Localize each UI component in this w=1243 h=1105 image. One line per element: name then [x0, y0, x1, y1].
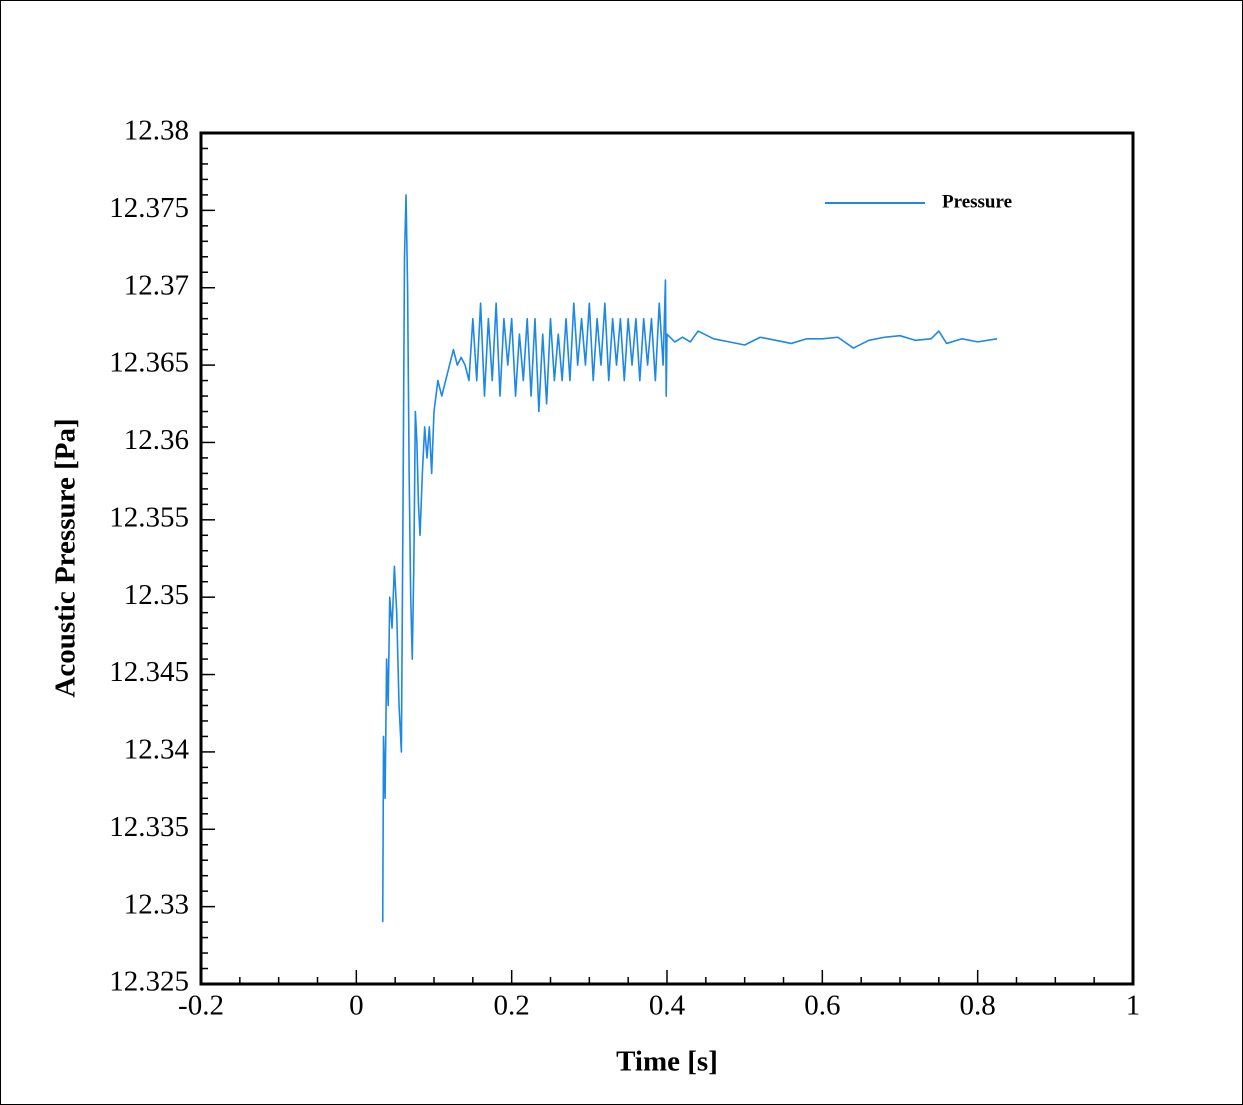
y-tick-label: 12.34: [124, 734, 190, 766]
x-tick-label: 1: [1126, 990, 1141, 1022]
x-tick-label: 0.2: [494, 990, 530, 1022]
y-tick-label: 12.37: [124, 269, 189, 301]
y-axis-title: Acoustic Pressure [Pa]: [50, 418, 82, 697]
x-tick-label: 0.4: [649, 990, 686, 1022]
data-line: [381, 194, 998, 923]
plot-frame: [199, 131, 1135, 986]
x-tick-label: 0.8: [960, 990, 996, 1022]
x-tick-label: 0.6: [804, 990, 840, 1022]
y-tick-label: 12.38: [124, 115, 189, 147]
y-tick-label: 12.35: [124, 579, 189, 611]
y-tick-label: 12.325: [109, 966, 189, 998]
y-tick-label: 12.365: [109, 347, 189, 379]
y-tick-label: 12.36: [124, 424, 189, 456]
x-tick-label: -0.2: [178, 990, 224, 1022]
y-tick-label: 12.33: [124, 888, 189, 920]
y-tick-label: 12.355: [109, 501, 189, 533]
x-axis-title: Time [s]: [616, 1046, 718, 1078]
y-tick-label: 12.375: [109, 192, 189, 224]
x-tick-label: 0: [349, 990, 364, 1022]
legend-label: Pressure: [942, 191, 1012, 212]
y-tick-label: 12.345: [109, 656, 189, 688]
y-tick-label: 12.335: [109, 811, 189, 843]
